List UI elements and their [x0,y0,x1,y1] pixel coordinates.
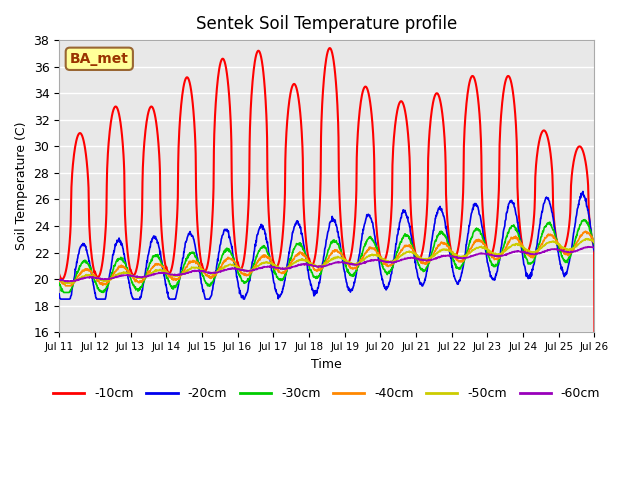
-40cm [62,283,70,288]
-30cm [581,217,589,223]
-60cm [162,271,170,276]
-50cm [61,281,69,287]
-40cm [480,241,488,247]
-20cm [175,282,182,288]
-10cm [410,242,418,248]
-40cm [582,228,589,234]
-50cm [480,244,488,250]
-50cm [591,240,598,245]
X-axis label: Time: Time [312,358,342,371]
-50cm [175,273,182,278]
-30cm [55,280,63,286]
-10cm [480,223,488,229]
Line: -60cm: -60cm [59,247,595,282]
Line: -20cm: -20cm [59,192,595,299]
-30cm [60,289,68,295]
-40cm [410,249,418,254]
-50cm [55,276,63,282]
-40cm [55,277,63,283]
-60cm [585,244,593,250]
-10cm [161,262,169,267]
-50cm [162,269,170,275]
-50cm [527,249,535,254]
-10cm [55,271,63,277]
-60cm [410,255,418,261]
Legend: -10cm, -20cm, -30cm, -40cm, -50cm, -60cm: -10cm, -20cm, -30cm, -40cm, -50cm, -60cm [48,383,605,406]
-40cm [162,267,170,273]
-60cm [175,272,182,278]
-10cm [174,160,182,166]
-50cm [235,264,243,270]
-40cm [175,275,182,281]
Y-axis label: Soil Temperature (C): Soil Temperature (C) [15,122,28,251]
Text: BA_met: BA_met [70,52,129,66]
-30cm [527,260,535,266]
-10cm [527,237,535,243]
-60cm [55,276,63,282]
-40cm [527,253,535,259]
-20cm [527,269,535,275]
-20cm [57,296,65,302]
-20cm [410,252,418,257]
Line: -10cm: -10cm [59,48,595,332]
Line: -30cm: -30cm [59,220,595,292]
-60cm [527,251,535,257]
-20cm [162,282,170,288]
-60cm [480,251,488,256]
-30cm [410,249,418,254]
-10cm [326,45,333,51]
-20cm [579,189,587,194]
-30cm [235,270,243,276]
-30cm [591,242,598,248]
-40cm [235,264,243,270]
-50cm [410,251,418,256]
-60cm [63,279,71,285]
-30cm [162,270,170,276]
-30cm [175,278,182,284]
-10cm [234,261,242,267]
-20cm [55,291,63,297]
-20cm [480,235,488,240]
Title: Sentek Soil Temperature profile: Sentek Soil Temperature profile [196,15,458,33]
-20cm [591,249,598,254]
Line: -50cm: -50cm [59,239,595,284]
-10cm [591,329,598,335]
-60cm [235,266,243,272]
-40cm [591,239,598,245]
-50cm [583,236,591,241]
Line: -40cm: -40cm [59,231,595,286]
-60cm [591,245,598,251]
-20cm [235,284,243,289]
-30cm [480,238,488,244]
